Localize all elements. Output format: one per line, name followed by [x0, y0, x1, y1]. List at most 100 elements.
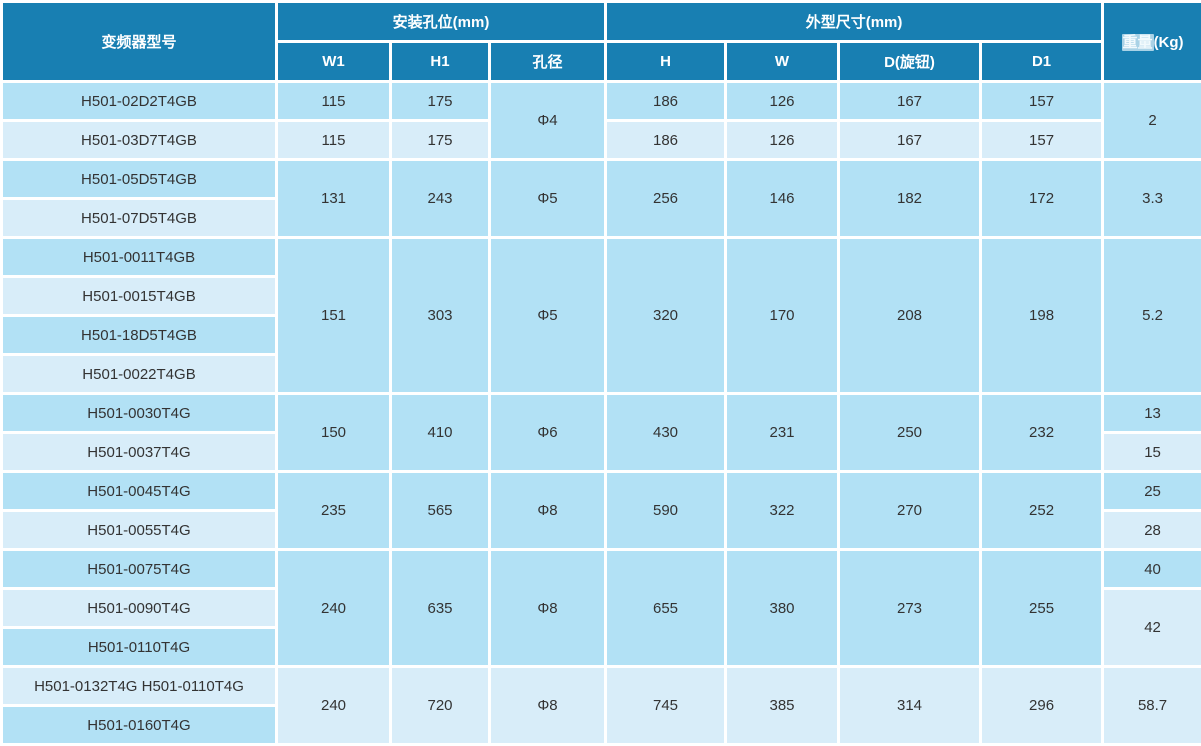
cell-h1: 565 — [389, 470, 491, 551]
cell-model: H501-0037T4G — [0, 431, 278, 473]
cell-weight: 3.3 — [1101, 158, 1201, 239]
header-dimension-group: 外型尺寸(mm) — [604, 0, 1105, 43]
cell-h1: 635 — [389, 548, 491, 668]
cell-w: 322 — [724, 470, 841, 551]
cell-w: 385 — [724, 665, 841, 746]
cell-w: 231 — [724, 392, 841, 473]
cell-d-knob: 182 — [837, 158, 983, 239]
cell-model: H501-0022T4GB — [0, 353, 278, 395]
cell-model: H501-0090T4G — [0, 587, 278, 629]
cell-h: 256 — [604, 158, 728, 239]
cell-model: H501-07D5T4GB — [0, 197, 278, 239]
cell-model: H501-0011T4GB — [0, 236, 278, 278]
cell-w1: 115 — [275, 80, 392, 122]
table-row: H501-0090T4G 42 — [0, 587, 1201, 668]
cell-model: H501-03D7T4GB — [0, 119, 278, 161]
cell-weight: 13 — [1101, 392, 1201, 434]
table-row: H501-05D5T4GB 131 243 Φ5 256 146 182 172 3.3 — [0, 158, 1201, 239]
cell-w1: 131 — [275, 158, 392, 239]
cell-h: 320 — [604, 236, 728, 395]
cell-h1: 243 — [389, 158, 491, 239]
cell-hole-diameter: Φ4 — [487, 80, 608, 161]
cell-w1: 151 — [275, 236, 392, 395]
cell-model: H501-0075T4G — [0, 548, 278, 590]
table-row: H501-02D2T4GB 115 175 Φ4 186 126 167 157 2 — [0, 80, 1201, 161]
cell-h1: 175 — [389, 80, 491, 122]
cell-d1: 252 — [979, 470, 1105, 551]
cell-hole-diameter: Φ5 — [487, 236, 608, 395]
cell-model: H501-0015T4GB — [0, 275, 278, 317]
table-row: H501-0110T4G — [0, 626, 1201, 668]
table-row: H501-0055T4G 28 — [0, 509, 1201, 551]
cell-h1: 175 — [389, 119, 491, 161]
table-row: H501-03D7T4GB 115 175 186 126 167 157 — [0, 119, 1201, 161]
header-weight-highlight: 重量 — [1121, 34, 1154, 51]
cell-d-knob: 314 — [837, 665, 983, 746]
cell-weight: 58.7 — [1101, 665, 1201, 746]
cell-w1: 235 — [275, 470, 392, 551]
table-row: H501-07D5T4GB — [0, 197, 1201, 239]
table-row: H501-0011T4GB 151 303 Φ5 320 170 208 198 5.2 — [0, 236, 1201, 395]
cell-model: H501-0110T4G — [0, 626, 278, 668]
cell-w1: 240 — [275, 548, 392, 668]
cell-w: 126 — [724, 80, 841, 122]
cell-weight: 2 — [1101, 80, 1201, 161]
cell-d-knob: 167 — [837, 80, 983, 122]
cell-w: 126 — [724, 119, 841, 161]
table-row: H501-0015T4GB — [0, 275, 1201, 317]
cell-weight: 15 — [1101, 431, 1201, 473]
cell-h: 186 — [604, 119, 728, 161]
cell-model: H501-0030T4G — [0, 392, 278, 434]
cell-d1: 157 — [979, 119, 1105, 161]
cell-d1: 232 — [979, 392, 1105, 473]
cell-model: H501-0132T4G H501-0110T4G — [0, 665, 278, 707]
cell-hole-diameter: Φ5 — [487, 158, 608, 239]
cell-h1: 720 — [389, 665, 491, 746]
cell-w: 380 — [724, 548, 841, 668]
table-row: H501-0160T4G — [0, 704, 1201, 746]
table-row: H501-0045T4G 235 565 Φ8 590 322 270 252 25 — [0, 470, 1201, 551]
cell-w1: 150 — [275, 392, 392, 473]
cell-w1: 115 — [275, 119, 392, 161]
cell-weight: 40 — [1101, 548, 1201, 590]
table-header: 变频器型号 安装孔位(mm) 外型尺寸(mm) 重量(Kg) W1 H1 孔径 … — [0, 0, 1201, 83]
cell-h: 186 — [604, 80, 728, 122]
cell-d-knob: 270 — [837, 470, 983, 551]
cell-h: 655 — [604, 548, 728, 668]
cell-hole-diameter: Φ8 — [487, 548, 608, 668]
cell-model: H501-05D5T4GB — [0, 158, 278, 200]
header-weight: 重量(Kg) — [1101, 0, 1201, 83]
cell-model: H501-0160T4G — [0, 704, 278, 746]
header-h: H — [604, 40, 728, 83]
header-h1: H1 — [389, 40, 491, 83]
cell-model: H501-18D5T4GB — [0, 314, 278, 356]
header-w1: W1 — [275, 40, 392, 83]
cell-d-knob: 273 — [837, 548, 983, 668]
table-row: H501-18D5T4GB — [0, 314, 1201, 356]
table-row: H501-0030T4G 150 410 Φ6 430 231 250 232 13 — [0, 392, 1201, 473]
table-row: H501-0132T4G H501-0110T4G 240 720 Φ8 745 385 3… — [0, 665, 1201, 746]
header-d-knob: D(旋钮) — [837, 40, 983, 83]
cell-hole-diameter: Φ8 — [487, 470, 608, 551]
header-w: W — [724, 40, 841, 83]
header-row-groups: 变频器型号 安装孔位(mm) 外型尺寸(mm) 重量(Kg) — [0, 0, 1201, 83]
header-model: 变频器型号 — [0, 0, 278, 83]
table-body: H501-02D2T4GB 115 175 Φ4 186 126 167 157 2 H501-0… — [0, 80, 1201, 746]
cell-d-knob: 250 — [837, 392, 983, 473]
cell-h: 430 — [604, 392, 728, 473]
cell-d1: 157 — [979, 80, 1105, 122]
cell-h1: 410 — [389, 392, 491, 473]
cell-h1: 303 — [389, 236, 491, 395]
header-mounting-group: 安装孔位(mm) — [274, 0, 608, 43]
cell-hole-diameter: Φ8 — [487, 665, 608, 746]
cell-weight: 42 — [1101, 587, 1201, 668]
cell-model: H501-0045T4G — [0, 470, 278, 512]
cell-h: 745 — [604, 665, 728, 746]
table-row: H501-0037T4G 15 — [0, 431, 1201, 473]
cell-d-knob: 208 — [837, 236, 983, 395]
cell-d1: 172 — [979, 158, 1105, 239]
cell-w: 146 — [724, 158, 841, 239]
cell-d1: 198 — [979, 236, 1105, 395]
